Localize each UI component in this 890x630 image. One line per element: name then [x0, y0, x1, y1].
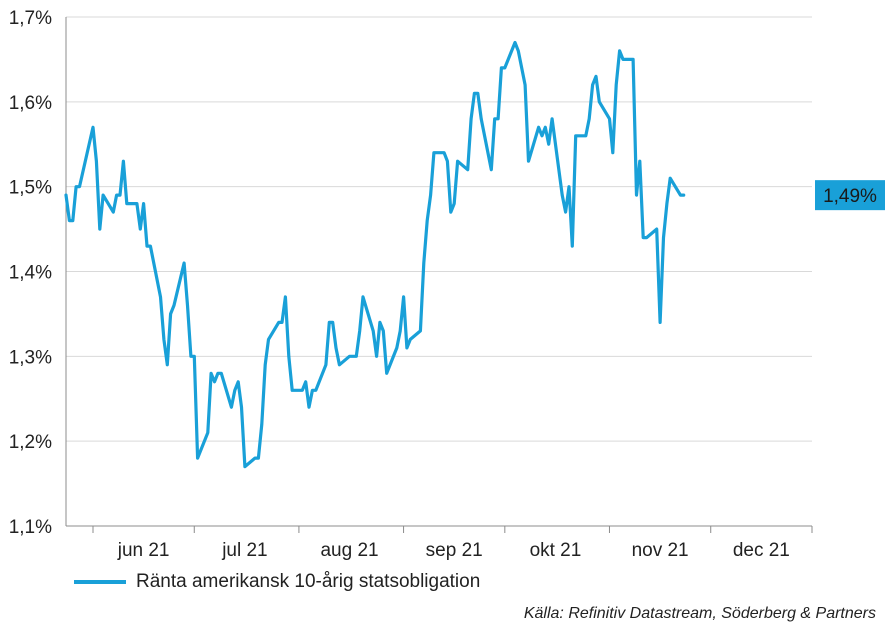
series-line-0: [64, 40, 686, 469]
y-tick-label-2: 1,3%: [9, 347, 52, 368]
x-axis-tick-labels: jun 21 jul 21 aug 21 sep 21 okt 21 nov 21 dec …: [117, 540, 790, 561]
y-tick-label-1: 1,2%: [9, 432, 52, 453]
x-tick-label-5: nov 21: [632, 540, 689, 561]
legend: Ränta amerikansk 10-årig statsobligation: [74, 571, 480, 593]
legend-swatch: [74, 580, 126, 584]
end-value-label: 1,49%: [815, 180, 885, 211]
gridlines: [66, 16, 812, 442]
x-tick-label-3: sep 21: [426, 540, 483, 561]
x-tick-label-2: aug 21: [320, 540, 378, 561]
legend-label: Ränta amerikansk 10-årig statsobligation: [136, 571, 481, 592]
end-label-text: 1,49%: [823, 186, 877, 207]
series-group: [64, 40, 686, 469]
x-tick-label-6: dec 21: [733, 540, 790, 561]
x-tick-label-1: jul 21: [221, 540, 267, 561]
y-axis-tick-labels: 1,1% 1,2% 1,3% 1,4% 1,5% 1,6% 1,7%: [9, 8, 52, 538]
x-tick-label-0: jun 21: [117, 540, 170, 561]
y-tick-label-4: 1,5%: [9, 178, 52, 199]
x-tick-label-4: okt 21: [530, 540, 582, 561]
y-tick-label-5: 1,6%: [9, 93, 52, 114]
y-tick-label-3: 1,4%: [9, 263, 52, 284]
axes: [65, 17, 813, 533]
source-note: Källa: Refinitiv Datastream, Söderberg &…: [523, 605, 876, 622]
end-label-box: [815, 180, 885, 211]
y-tick-label-0: 1,1%: [9, 517, 52, 538]
y-tick-label-6: 1,7%: [9, 8, 52, 29]
